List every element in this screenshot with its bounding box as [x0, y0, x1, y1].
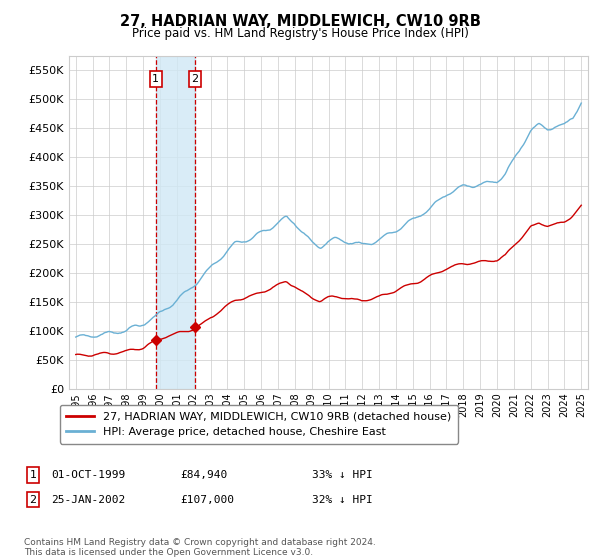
Text: 32% ↓ HPI: 32% ↓ HPI [312, 494, 373, 505]
Text: Price paid vs. HM Land Registry's House Price Index (HPI): Price paid vs. HM Land Registry's House … [131, 27, 469, 40]
Text: 2: 2 [29, 494, 37, 505]
Text: 01-OCT-1999: 01-OCT-1999 [51, 470, 125, 480]
Text: 25-JAN-2002: 25-JAN-2002 [51, 494, 125, 505]
Text: 1: 1 [152, 74, 159, 84]
Text: £107,000: £107,000 [180, 494, 234, 505]
Text: 1: 1 [29, 470, 37, 480]
Text: 33% ↓ HPI: 33% ↓ HPI [312, 470, 373, 480]
Text: 27, HADRIAN WAY, MIDDLEWICH, CW10 9RB: 27, HADRIAN WAY, MIDDLEWICH, CW10 9RB [119, 14, 481, 29]
Text: £84,940: £84,940 [180, 470, 227, 480]
Bar [156, 56, 195, 389]
Text: 2: 2 [191, 74, 199, 84]
Text: Contains HM Land Registry data © Crown copyright and database right 2024.
This d: Contains HM Land Registry data © Crown c… [24, 538, 376, 557]
Legend: 27, HADRIAN WAY, MIDDLEWICH, CW10 9RB (detached house), HPI: Average price, deta: 27, HADRIAN WAY, MIDDLEWICH, CW10 9RB (d… [59, 405, 458, 444]
